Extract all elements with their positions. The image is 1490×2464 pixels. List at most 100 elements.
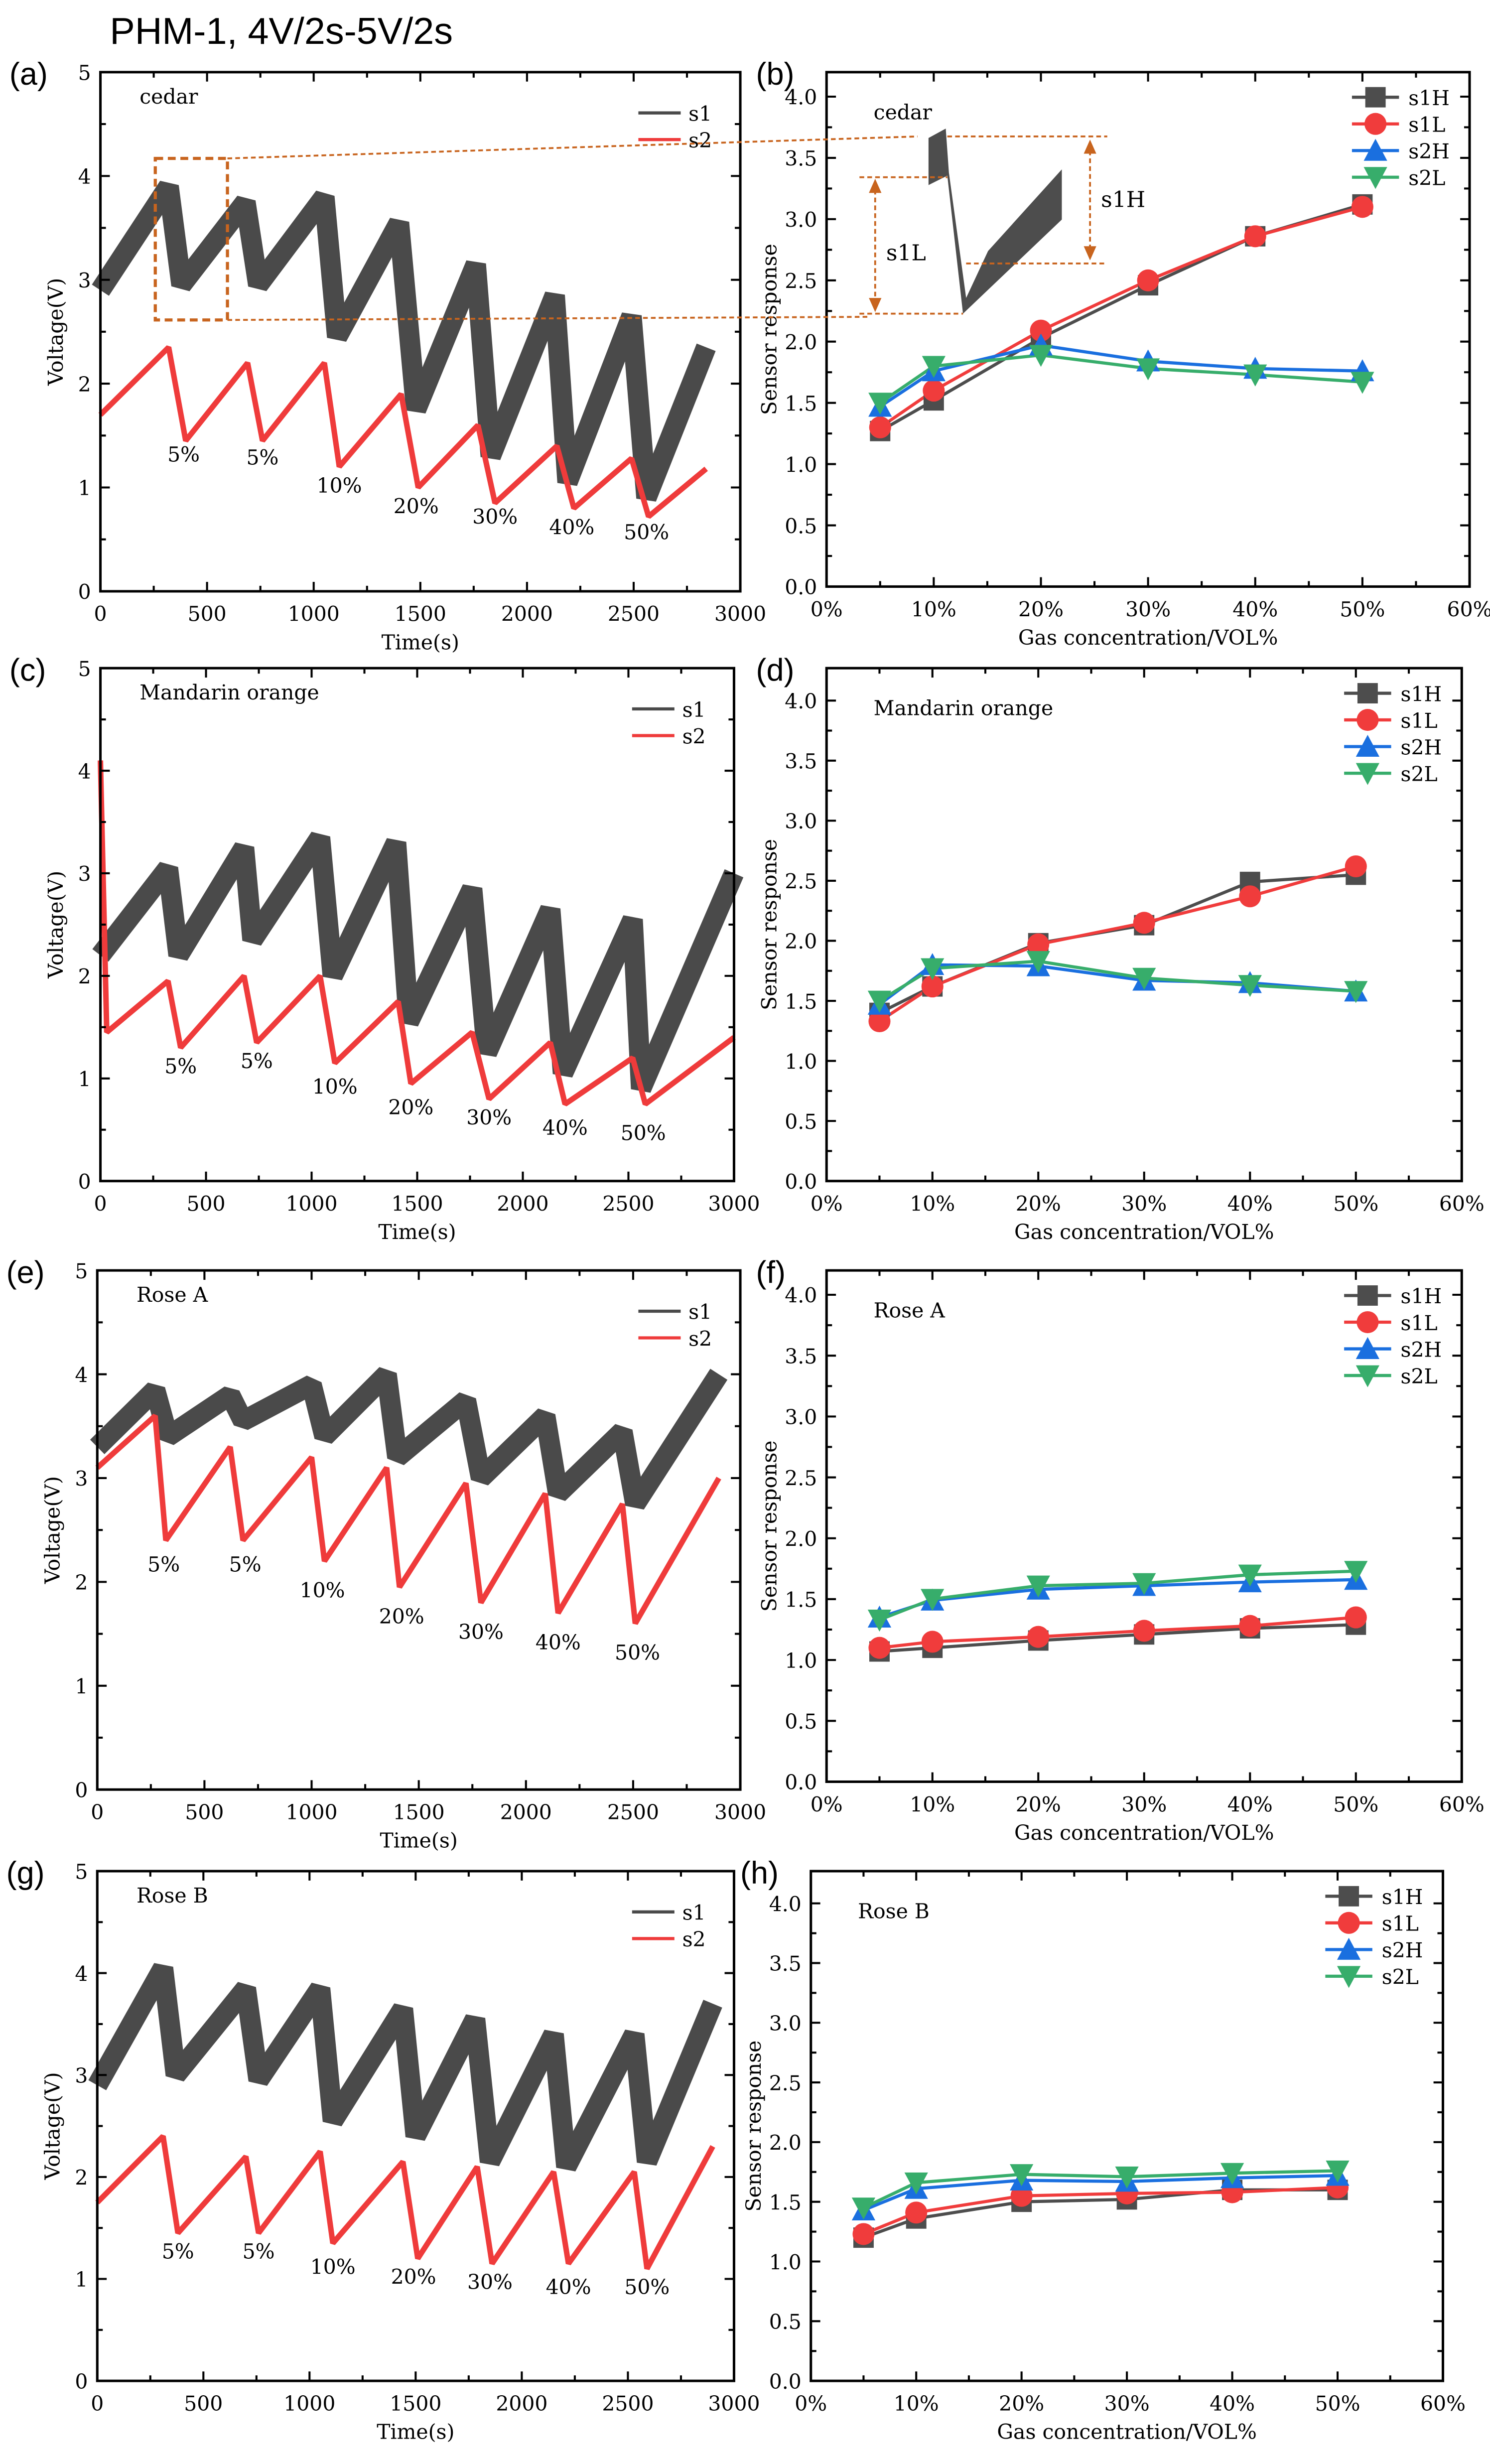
legend-label: s1L: [1400, 709, 1437, 733]
ticks: [825, 668, 1463, 1182]
triangle-down-marker: [1132, 967, 1156, 990]
concentration-label: 5%: [167, 442, 200, 466]
square-marker: [1339, 1886, 1359, 1907]
x-tick-label: 10%: [911, 597, 956, 621]
y-tick-label: 1.5: [769, 2190, 802, 2214]
triangle-up-marker: [1355, 1337, 1379, 1360]
concentration-label: 50%: [624, 521, 669, 545]
triangle-down-marker: [867, 1610, 892, 1632]
inset-signal-shape: [928, 129, 1062, 314]
series-line-s2: [98, 345, 708, 519]
triangle-down-marker: [1238, 1564, 1262, 1587]
y-tick-label: 2.5: [769, 2071, 802, 2095]
y-axis-label: Voltage(V): [41, 2072, 65, 2180]
x-tick-label: 500: [188, 602, 227, 626]
y-tick-label: 4: [78, 760, 91, 784]
x-tick-label: 50%: [1333, 1792, 1378, 1816]
legend-label: s2: [688, 1327, 712, 1351]
x-tick-label: 0: [94, 1192, 107, 1216]
circle-marker: [1345, 1606, 1367, 1629]
legend-label: s1: [688, 1300, 712, 1324]
y-tick-label: 1.0: [785, 453, 817, 477]
y-tick-label: 1.5: [785, 392, 817, 415]
x-tick-label: 20%: [1016, 1192, 1061, 1216]
legend-label: s2L: [1382, 1965, 1419, 1989]
circle-marker: [1027, 933, 1050, 956]
panel-label: (e): [6, 1255, 45, 1290]
chart-panel-e: (e)5% 5%10%20%30% 40% 50%0 500 1000 1500 2000 25…: [6, 1255, 766, 1852]
legend-label: s1: [682, 698, 706, 722]
x-tick-label: 10%: [894, 2392, 939, 2416]
triangle-down-marker: [1337, 1966, 1361, 1988]
circle-marker: [1133, 912, 1155, 934]
y-tick-label: 0.0: [769, 2370, 802, 2394]
panel-label: (d): [756, 653, 795, 687]
y-tick-label: 0.0: [785, 575, 817, 599]
series-line-s1: [92, 831, 744, 1093]
x-tick-label: 50%: [1333, 1192, 1378, 1216]
triangle-down-marker: [1363, 167, 1387, 189]
x-tick-label: 500: [186, 1192, 225, 1216]
series-line-s1H: [879, 873, 1356, 1014]
circle-marker: [868, 1010, 891, 1033]
series-line-s2H: [878, 963, 1356, 1006]
triangle-down-marker: [921, 1589, 945, 1611]
chart-panel-c: (c)5% 5%10%20% 30% 40% 50%0 500 1000 1500 2000 25…: [9, 653, 760, 1244]
sample-label: Mandarin orange: [874, 696, 1054, 720]
circle-marker: [1345, 855, 1367, 878]
triangle-down-marker: [1326, 2160, 1350, 2183]
legend-label: s2: [682, 1927, 706, 1951]
y-tick-label: 2: [78, 965, 91, 989]
y-tick-label: 4.0: [785, 689, 817, 713]
inset-label-s1L: s1L: [886, 241, 926, 266]
y-tick-label: 3.0: [785, 1405, 817, 1429]
y-tick-label: 4.0: [785, 86, 817, 110]
x-tick-label: 30%: [1104, 2392, 1150, 2416]
circle-marker: [1338, 1912, 1360, 1934]
triangle-down-marker: [868, 393, 892, 415]
circle-marker: [852, 2223, 875, 2245]
y-tick-label: 1.0: [785, 1050, 817, 1074]
ticks: [99, 71, 742, 592]
concentration-label: 10%: [312, 1075, 358, 1099]
y-tick-label: 3.5: [785, 750, 817, 774]
panel-label: (h): [740, 1856, 779, 1891]
y-tick-label: 3: [75, 2064, 88, 2088]
x-axis-label: Time(s): [378, 1220, 456, 1244]
y-tick-label: 0: [75, 2370, 88, 2394]
x-tick-label: 2500: [602, 2392, 654, 2416]
x-tick-label: 1500: [391, 1192, 443, 1216]
x-tick-label: 40%: [1210, 2392, 1255, 2416]
triangle-up-marker: [1355, 734, 1379, 757]
x-tick-label: 30%: [1121, 1792, 1167, 1816]
series-line-s1L: [878, 864, 1356, 1023]
circle-marker: [1244, 225, 1266, 248]
triangle-down-marker: [1136, 358, 1160, 381]
x-axis-label: Gas concentration/VOL%: [997, 2420, 1256, 2444]
y-tick-label: 1.5: [785, 990, 817, 1014]
square-marker: [1365, 87, 1386, 108]
y-tick-label: 2.0: [769, 2131, 802, 2155]
chart-panel-d: (d) 0% 10% 20% 30% 40% 50% 60% 0.0 0.5 1.0 1.5 2.0 2.…: [756, 653, 1485, 1244]
x-axis-label: Time(s): [377, 2420, 454, 2444]
concentration-label: 30%: [472, 505, 518, 529]
legend-label: s2: [688, 129, 712, 152]
y-tick-label: 3.5: [785, 1345, 817, 1369]
y-tick-label: 0: [78, 1170, 91, 1194]
concentration-label: 5%: [162, 2240, 194, 2264]
x-tick-label: 1000: [285, 1800, 337, 1824]
concentration-label: 5%: [164, 1054, 197, 1078]
legend-label: s2L: [1408, 166, 1445, 190]
sample-label: cedar: [139, 85, 198, 109]
zoom-box: [153, 156, 229, 322]
series-group: [90, 1367, 728, 1625]
circle-marker: [869, 416, 891, 438]
x-tick-label: 0%: [795, 2392, 827, 2416]
series-line-s1L: [863, 2186, 1338, 2236]
sample-label: Mandarin orange: [139, 681, 319, 704]
concentration-label: 10%: [310, 2255, 356, 2279]
